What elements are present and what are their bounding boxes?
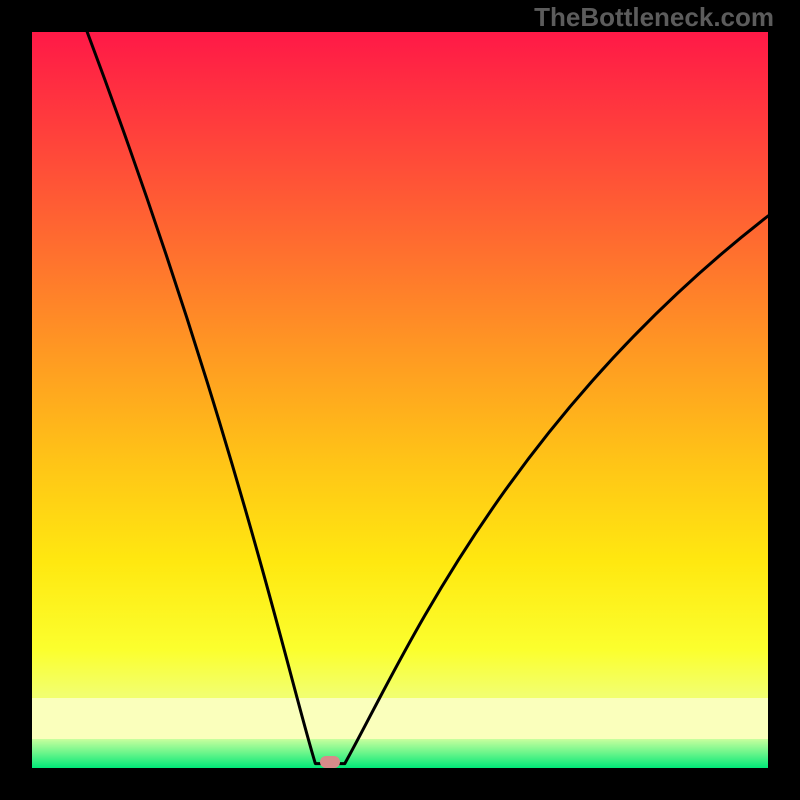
bottleneck-curve (32, 32, 768, 768)
plot-area (32, 32, 768, 768)
minimum-marker (320, 756, 340, 768)
watermark-text: TheBottleneck.com (534, 2, 774, 33)
chart-stage: TheBottleneck.com (0, 0, 800, 800)
